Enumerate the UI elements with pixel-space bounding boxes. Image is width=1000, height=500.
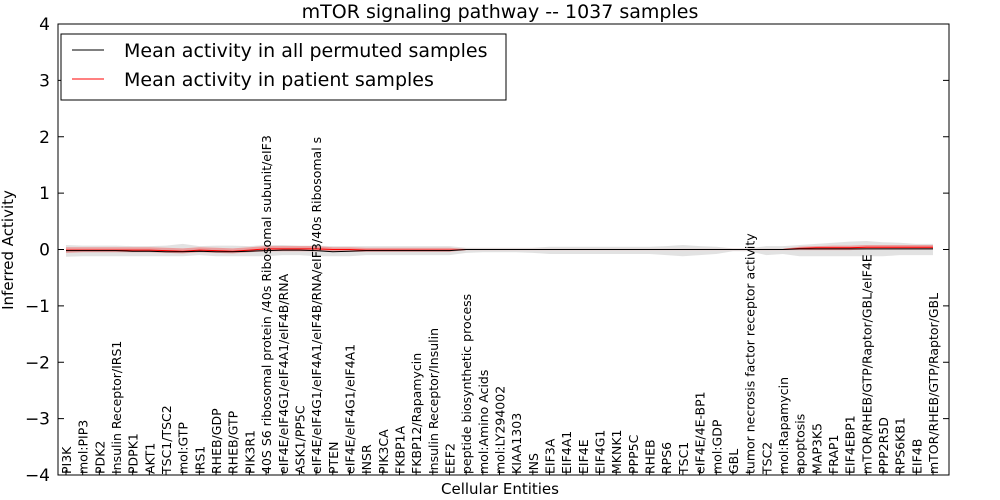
category-label: mol:PIP3: [76, 420, 91, 474]
category-label: ASK1/PP5C: [292, 405, 307, 474]
chart-title: mTOR signaling pathway -- 1037 samples: [302, 1, 699, 23]
category-label: TSC1: [676, 442, 691, 475]
category-label: RPS6: [659, 442, 674, 474]
legend-label-permuted: Mean activity in all permuted samples: [124, 40, 487, 62]
category-label: PDPK1: [126, 433, 141, 474]
category-label: RHEB: [643, 439, 658, 474]
category-label: KIAA1303: [509, 413, 524, 474]
category-label: Insulin Receptor/Insulin: [426, 328, 441, 474]
y-tick-label: 0: [39, 241, 50, 261]
category-label: EIF4EBP1: [843, 415, 858, 474]
y-tick-label: −4: [25, 466, 50, 486]
category-label: mTOR/RHEB/GTP/Raptor/GBL/eIF4E: [859, 254, 874, 474]
category-label: mol:Rapamycin: [776, 377, 791, 474]
category-label: PPP5C: [626, 434, 641, 474]
y-tick-label: 4: [39, 15, 50, 35]
category-label: FKBP12/Rapamycin: [409, 353, 424, 474]
category-label: mol:LY294002: [493, 386, 508, 474]
category-label: PTEN: [326, 442, 341, 474]
category-label: Insulin Receptor/IRS1: [109, 341, 124, 474]
line-series-0: [66, 248, 933, 253]
category-label: eIF4E/4E-BP1: [693, 391, 708, 474]
category-label: eIF4E/eIF4G1/eIF4A1: [342, 344, 357, 474]
category-labels: PI3K mol:PIP3 PDK2 Insulin Receptor/IRS1 PDP…: [59, 135, 941, 475]
y-tick-label: −3: [25, 410, 50, 430]
category-label: AKT1: [142, 443, 157, 474]
category-label: PDK2: [92, 441, 107, 474]
y-axis-label: Inferred Activity: [0, 190, 17, 310]
category-label: PPP2R5D: [876, 417, 891, 474]
category-label: 40S S6 ribosomal protein /40s Ribosomal …: [259, 135, 274, 474]
category-label: mol:GDP: [709, 419, 724, 474]
category-label: GBL: [726, 449, 741, 474]
category-label: MAP3K5: [809, 423, 824, 474]
category-label: eIF4E/eIF4G1/eIF4A1/eIF4B/RNA: [276, 273, 291, 474]
category-label: RHEB/GDP: [209, 408, 224, 474]
category-label: mol:Amino Acids: [476, 370, 491, 474]
category-label: RPS6KB1: [893, 417, 908, 474]
category-label: mol:GTP: [176, 422, 191, 474]
legend-box: [60, 33, 507, 101]
category-label: peptide biosynthetic process: [459, 294, 474, 474]
y-tick-label: 2: [39, 128, 50, 148]
category-label: TSC1/TSC2: [159, 405, 174, 475]
y-tick-label: 1: [39, 184, 50, 204]
category-label: mTOR/RHEB/GTP/Raptor/GBL: [926, 293, 941, 474]
series-lines: [66, 246, 933, 253]
category-label: apoptosis: [793, 414, 808, 474]
category-label: INS: [526, 453, 541, 474]
category-label: tumor necrosis factor receptor activity: [743, 233, 758, 474]
category-label: TSC2: [759, 442, 774, 475]
category-label: EIF4G1: [593, 430, 608, 474]
category-label: EIF4A1: [559, 431, 574, 474]
category-label: FKBP1A: [393, 426, 408, 474]
category-label: eIF4E/eIF4G1/eIF4A1/eIF4B/RNA/eIF3/40s R…: [309, 137, 324, 474]
legend-label-patient: Mean activity in patient samples: [124, 69, 434, 91]
x-axis-label: Cellular Entities: [441, 480, 559, 498]
category-label: INSR: [359, 444, 374, 474]
axis-ticks: −4 −3 −2 −1 0 1 2 3 4: [25, 15, 949, 486]
category-label: IRS1: [192, 446, 207, 474]
category-label: EIF3A: [543, 438, 558, 474]
band-series-0: [66, 241, 933, 257]
y-tick-label: −2: [25, 353, 50, 373]
category-label: PI3K: [59, 446, 74, 474]
category-label: EIF4E: [576, 439, 591, 474]
category-label: RHEB/GTP: [226, 410, 241, 474]
y-tick-label: −1: [25, 297, 50, 317]
category-label: FRAP1: [826, 435, 841, 474]
category-label: EIF4B: [909, 439, 924, 474]
y-tick-label: 3: [39, 71, 50, 91]
category-label: PIK3CA: [376, 429, 391, 474]
category-label: PIK3R1: [242, 430, 257, 474]
plot-frame: [57, 23, 950, 476]
legend: Mean activity in all permuted samples Me…: [60, 33, 507, 101]
category-label: MKNK1: [609, 430, 624, 474]
category-label: EEF2: [443, 443, 458, 474]
